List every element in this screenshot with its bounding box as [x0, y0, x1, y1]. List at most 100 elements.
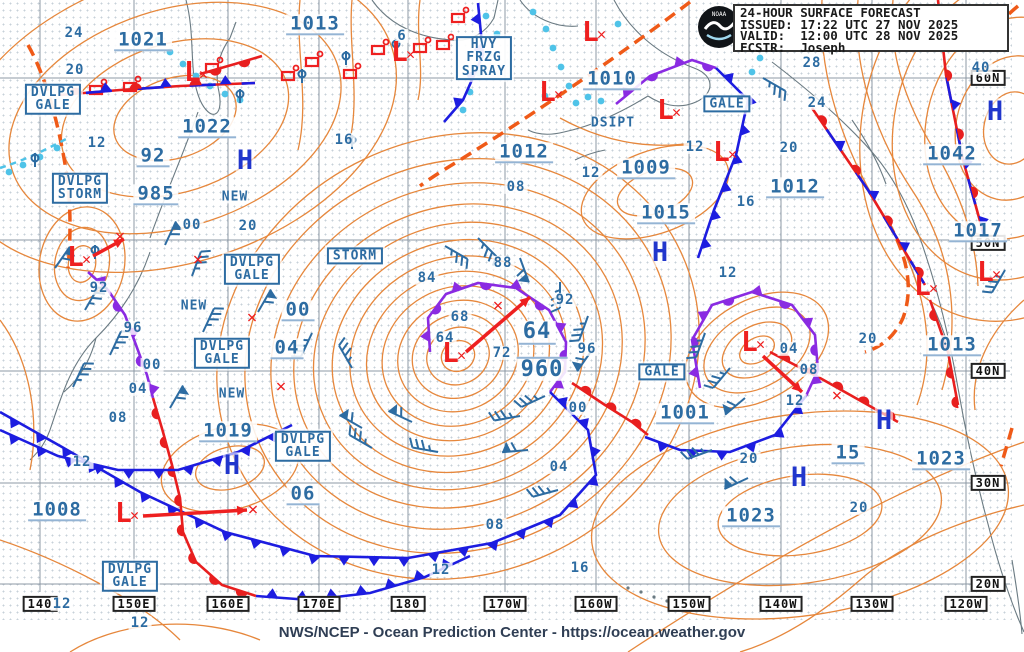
station-symbol-red — [450, 6, 470, 24]
isobar-value-label: 04 — [547, 458, 571, 475]
warm-front-pip — [956, 128, 964, 141]
barb-pennant — [571, 361, 583, 372]
barb-half-tick — [696, 339, 703, 342]
isobar — [859, 0, 1024, 322]
low-x: ✕ — [130, 506, 140, 524]
barb-tick — [460, 255, 464, 266]
barb-half-tick — [364, 438, 367, 445]
barb-tick — [982, 290, 993, 294]
barb-tick — [338, 336, 346, 347]
isobar-value-label: 92 — [553, 291, 577, 308]
low-x: ✕ — [929, 279, 939, 297]
coastline — [771, 61, 1024, 633]
barb-tick — [420, 439, 426, 450]
barb-tick — [531, 486, 540, 496]
wind-barb — [982, 269, 1006, 294]
forecast-position-x: ✕ — [114, 226, 126, 247]
warm-front-pip — [534, 301, 546, 311]
isobar-value-label: 16 — [332, 131, 356, 148]
cold-front-pip — [93, 464, 106, 475]
station-ring — [341, 51, 351, 61]
isobar-value-label: 08 — [106, 409, 130, 426]
station-rect — [304, 56, 320, 68]
cold-front-pip — [470, 12, 481, 25]
isobar — [38, 206, 126, 322]
barb-tick — [988, 280, 999, 284]
barb-tick — [778, 87, 782, 98]
barb-shaft — [695, 332, 706, 358]
isobar-value-label: 6 — [395, 27, 409, 44]
low-x: ✕ — [672, 103, 682, 121]
warm-front-pip — [238, 59, 251, 68]
wind-barb — [722, 397, 746, 416]
barb-tick — [516, 268, 525, 277]
wind-barb — [191, 249, 211, 277]
pressure-value-label: 1021 — [114, 29, 172, 52]
barb-half-tick — [995, 275, 1002, 278]
wind-barb — [686, 332, 706, 360]
isobar-value-label: 20 — [847, 499, 871, 516]
isobar-value-label: 04 — [777, 340, 801, 357]
isobar — [580, 144, 730, 240]
cold-front-pip — [99, 82, 112, 92]
lon-label-170W: 170W — [483, 595, 527, 613]
wind-barb — [569, 315, 589, 343]
isobar — [195, 445, 265, 491]
cold-front-pip — [950, 99, 961, 111]
cold-front-pip — [899, 242, 911, 253]
pressure-value-label: 64 — [518, 320, 556, 346]
barb-tick — [773, 84, 777, 95]
barb-tick — [409, 437, 414, 448]
isobar-value-label: 12 — [70, 453, 94, 470]
station-circle — [216, 56, 224, 64]
isobar — [0, 0, 398, 274]
isobar-value-label: 08 — [504, 178, 528, 195]
isobar — [426, 326, 490, 386]
isobar — [8, 1, 342, 235]
station-symbol-blue — [297, 69, 307, 83]
sea-ice-dot — [19, 161, 27, 169]
lon-label-140W: 140W — [759, 595, 803, 613]
cold-front-pip — [715, 451, 728, 461]
forecast-position-x: ✕ — [275, 376, 287, 397]
isobar-value-label: 20 — [737, 450, 761, 467]
station-circle — [316, 50, 324, 58]
station-rect — [342, 68, 358, 80]
cold-front-pip — [700, 237, 712, 250]
high-pressure-symbol: H — [235, 145, 255, 177]
pressure-value-label: 1013 — [923, 334, 981, 357]
isobar-value-label: 92 — [87, 279, 111, 296]
warm-front-pip — [646, 73, 658, 82]
cold-front-pip — [122, 470, 135, 479]
low-pressure-symbol: L ✕ — [914, 271, 940, 304]
cold-front-pip — [114, 477, 125, 488]
barb-half-tick — [579, 322, 586, 325]
wind-barb — [54, 246, 76, 269]
station-symbol-red — [304, 50, 324, 68]
isobar-value-label: 12 — [683, 138, 707, 155]
wind-barb — [724, 475, 749, 490]
cold-front-pip — [453, 97, 464, 108]
cold-front-pip — [239, 445, 251, 457]
warning-box-dvlpg-gale: DVLPG GALE — [101, 560, 159, 592]
low-pressure-symbol: L ✕ — [582, 17, 608, 50]
barb-tick — [78, 373, 89, 376]
warning-box-dvlpg-gale: DVLPG GALE — [223, 253, 281, 285]
pressure-value-label: 1012 — [766, 176, 824, 199]
pressure-value-label: 04 — [270, 337, 304, 360]
station-circle — [424, 36, 432, 44]
barb-tick — [358, 431, 362, 442]
barb-tick — [61, 257, 72, 262]
barb-tick — [690, 345, 701, 348]
forecast-valid: VALID: 12:00 UTC 28 NOV 2025 — [740, 28, 959, 44]
warm-front-pip — [159, 436, 168, 449]
low-x: ✕ — [82, 250, 92, 268]
pressure-value-label: 92 — [136, 145, 170, 168]
barb-tick — [729, 475, 738, 484]
cold-front-pip — [250, 538, 263, 550]
barb-half-tick — [303, 338, 309, 342]
cold-front-pip — [509, 279, 522, 289]
warm-front-pip — [722, 297, 735, 306]
high-pressure-symbol: H — [874, 405, 894, 437]
barb-shaft — [444, 245, 469, 260]
